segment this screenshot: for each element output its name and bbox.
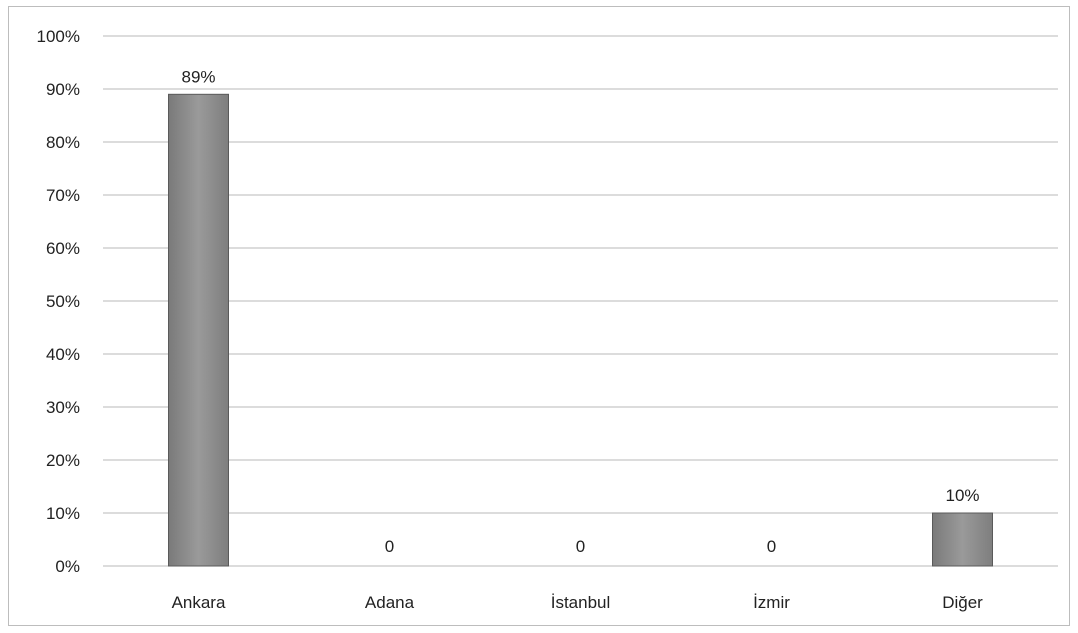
- y-tick-label-0: 0%: [55, 557, 80, 576]
- category-label-4: Diğer: [942, 593, 983, 612]
- data-labels: 89% 0 0 0 10%: [181, 67, 979, 556]
- category-label-0: Ankara: [172, 593, 226, 612]
- y-tick-label-80: 80%: [46, 133, 80, 152]
- y-tick-label-50: 50%: [46, 292, 80, 311]
- y-tick-label-90: 90%: [46, 80, 80, 99]
- y-tick-label-100: 100%: [37, 27, 80, 46]
- y-tick-label-60: 60%: [46, 239, 80, 258]
- data-label-0: 89%: [181, 67, 215, 86]
- data-label-1: 0: [385, 537, 394, 556]
- y-tick-label-10: 10%: [46, 504, 80, 523]
- bar-ankara: [168, 93, 229, 567]
- category-label-1: Adana: [365, 593, 415, 612]
- data-label-3: 0: [767, 537, 776, 556]
- bar-di-er: [932, 512, 993, 567]
- y-tick-label-30: 30%: [46, 398, 80, 417]
- data-label-4: 10%: [945, 486, 979, 505]
- data-label-2: 0: [576, 537, 585, 556]
- gridlines: [103, 35, 1058, 567]
- y-tick-label-70: 70%: [46, 186, 80, 205]
- y-tick-label-20: 20%: [46, 451, 80, 470]
- category-label-3: İzmir: [753, 593, 790, 612]
- y-tick-label-40: 40%: [46, 345, 80, 364]
- x-axis-category-labels: Ankara Adana İstanbul İzmir Diğer: [172, 593, 984, 612]
- bars: [168, 93, 993, 567]
- category-label-2: İstanbul: [551, 593, 611, 612]
- y-axis-tick-labels: 0% 10% 20% 30% 40% 50% 60% 70% 80% 90% 100%: [37, 27, 80, 576]
